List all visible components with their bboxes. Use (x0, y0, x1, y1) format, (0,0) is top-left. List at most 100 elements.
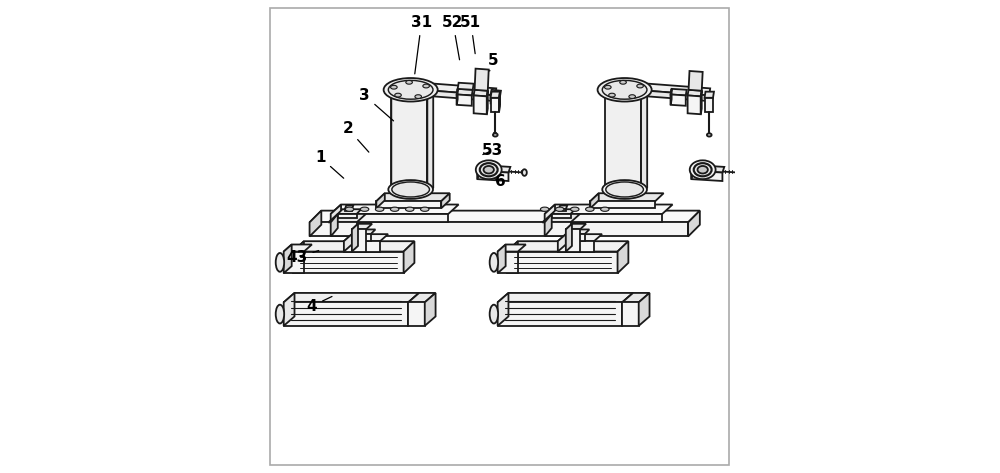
Polygon shape (622, 293, 633, 326)
Ellipse shape (384, 78, 438, 102)
Polygon shape (559, 209, 566, 211)
Polygon shape (688, 96, 701, 114)
Polygon shape (507, 241, 628, 252)
Polygon shape (558, 234, 566, 252)
Polygon shape (391, 92, 427, 193)
Polygon shape (705, 92, 714, 98)
Ellipse shape (360, 207, 369, 211)
Polygon shape (345, 209, 352, 211)
Polygon shape (354, 229, 359, 241)
Polygon shape (284, 252, 304, 273)
Polygon shape (344, 234, 388, 241)
Polygon shape (618, 241, 628, 273)
Polygon shape (671, 89, 687, 96)
Polygon shape (293, 241, 304, 273)
Polygon shape (477, 165, 510, 173)
Text: 43: 43 (286, 250, 319, 265)
Polygon shape (568, 234, 585, 241)
Text: 51: 51 (460, 15, 481, 53)
Ellipse shape (391, 85, 397, 89)
Polygon shape (498, 245, 506, 273)
Polygon shape (293, 252, 404, 273)
Ellipse shape (421, 207, 429, 211)
Polygon shape (552, 209, 575, 214)
Polygon shape (566, 224, 586, 229)
Polygon shape (344, 234, 352, 252)
Ellipse shape (602, 80, 647, 99)
Polygon shape (457, 89, 473, 96)
Ellipse shape (276, 253, 284, 272)
Ellipse shape (388, 180, 433, 199)
Polygon shape (344, 241, 380, 252)
Polygon shape (457, 95, 472, 106)
Ellipse shape (423, 84, 429, 88)
Polygon shape (559, 205, 567, 209)
Ellipse shape (375, 207, 384, 211)
Polygon shape (376, 193, 385, 208)
Ellipse shape (490, 253, 498, 272)
Ellipse shape (390, 207, 399, 211)
Ellipse shape (406, 80, 412, 84)
Polygon shape (477, 171, 508, 181)
Polygon shape (408, 293, 436, 302)
Polygon shape (408, 293, 419, 326)
Ellipse shape (736, 169, 741, 176)
Polygon shape (474, 90, 488, 96)
Polygon shape (354, 229, 375, 234)
Polygon shape (542, 214, 580, 222)
Polygon shape (284, 302, 408, 326)
Ellipse shape (609, 93, 615, 97)
Polygon shape (568, 229, 573, 241)
Ellipse shape (571, 207, 579, 211)
Polygon shape (568, 229, 589, 234)
Polygon shape (545, 214, 662, 222)
Ellipse shape (707, 133, 712, 137)
Polygon shape (688, 90, 702, 96)
Polygon shape (310, 210, 321, 236)
Ellipse shape (522, 169, 527, 176)
Polygon shape (345, 205, 353, 209)
Polygon shape (354, 234, 371, 241)
Polygon shape (691, 171, 722, 181)
Polygon shape (491, 92, 500, 98)
Text: 53: 53 (482, 143, 503, 158)
Ellipse shape (602, 180, 647, 199)
Polygon shape (408, 302, 425, 326)
Polygon shape (639, 293, 650, 326)
Polygon shape (425, 293, 436, 326)
Ellipse shape (637, 84, 643, 88)
Text: 52: 52 (442, 15, 464, 60)
Text: 3: 3 (359, 88, 394, 121)
Polygon shape (338, 209, 361, 214)
Polygon shape (331, 204, 459, 214)
Polygon shape (590, 193, 599, 208)
Ellipse shape (276, 305, 284, 324)
Ellipse shape (345, 207, 354, 211)
Ellipse shape (694, 163, 712, 176)
Polygon shape (352, 229, 366, 252)
Polygon shape (284, 293, 295, 326)
Polygon shape (545, 222, 571, 236)
Text: 4: 4 (307, 297, 332, 314)
Text: 1: 1 (315, 150, 344, 178)
Polygon shape (491, 95, 500, 105)
Polygon shape (507, 241, 518, 273)
Polygon shape (331, 204, 341, 222)
Polygon shape (688, 210, 700, 236)
Polygon shape (376, 193, 450, 201)
Polygon shape (622, 293, 650, 302)
Text: 5: 5 (488, 53, 499, 71)
Polygon shape (491, 90, 501, 96)
Polygon shape (566, 229, 580, 252)
Polygon shape (605, 92, 641, 193)
Polygon shape (421, 90, 495, 101)
Polygon shape (691, 165, 693, 179)
Polygon shape (691, 165, 724, 173)
Polygon shape (689, 71, 703, 91)
Polygon shape (475, 69, 489, 91)
Polygon shape (404, 241, 414, 273)
Ellipse shape (493, 133, 498, 137)
Ellipse shape (620, 80, 626, 84)
Polygon shape (477, 165, 479, 179)
Polygon shape (474, 96, 487, 114)
